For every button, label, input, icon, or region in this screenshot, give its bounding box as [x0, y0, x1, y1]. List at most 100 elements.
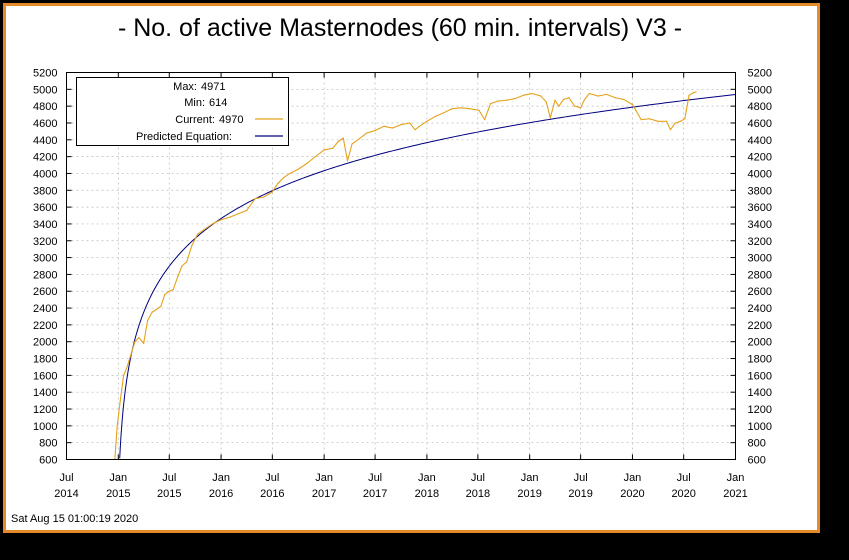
y-tick-label-left: 3000	[33, 253, 57, 265]
x-tick-label-month: Jul	[677, 472, 691, 484]
legend-predicted-label: Predicted Equation:	[136, 131, 232, 143]
x-tick-label-month: Jan	[212, 472, 230, 484]
y-tick-label-right: 1400	[748, 387, 772, 399]
series-point-current	[323, 149, 325, 151]
series-point-current	[531, 92, 533, 95]
series-point-current	[522, 94, 525, 96]
series-point-current	[297, 168, 299, 170]
series-point-current	[177, 275, 179, 277]
series-point-current	[126, 366, 128, 368]
y-tick-label-right: 3800	[748, 185, 772, 197]
y-tick-label-left: 800	[39, 438, 57, 450]
series-point-current	[181, 265, 183, 267]
y-tick-label-right: 3600	[748, 202, 772, 214]
series-point-current	[246, 209, 248, 212]
y-tick-label-left: 5200	[33, 68, 57, 80]
y-tick-label-right: 800	[748, 438, 766, 450]
y-tick-label-right: 2400	[748, 303, 772, 315]
y-tick-label-right: 1000	[748, 421, 772, 433]
series-point-current	[229, 216, 231, 218]
series-point-current	[346, 160, 349, 162]
legend-box	[76, 77, 289, 146]
series-point-current	[263, 196, 265, 198]
series-point-current	[357, 139, 359, 141]
series-point-current	[123, 374, 125, 376]
series-point-current	[342, 137, 344, 139]
series-point-current	[237, 213, 239, 215]
y-tick-label-right: 2000	[748, 337, 772, 349]
y-tick-label-left: 3800	[33, 185, 57, 197]
x-tick-label-year: 2018	[466, 488, 490, 500]
x-tick-label-month: Jan	[418, 472, 436, 484]
series-point-current	[168, 290, 170, 292]
predicted-equation-line	[119, 93, 736, 459]
series-point-current	[451, 108, 453, 110]
series-point-current	[545, 101, 547, 103]
x-tick-label-month: Jul	[265, 472, 279, 484]
series-point-current	[640, 119, 642, 121]
series-point-current	[366, 132, 368, 134]
series-point-current	[580, 107, 582, 109]
y-tick-label-right: 4200	[748, 152, 772, 164]
series-point-current	[306, 162, 308, 164]
x-tick-label-year: 2017	[312, 488, 336, 500]
y-tick-label-right: 1600	[748, 370, 772, 382]
series-point-current	[151, 311, 153, 313]
series-layer	[114, 91, 736, 459]
legend-current-value: 4970	[219, 114, 243, 126]
series-point-current	[409, 122, 411, 124]
x-tick-label-month: Jan	[315, 472, 333, 484]
y-tick-label-right: 5000	[748, 84, 772, 96]
series-point-current	[314, 156, 316, 158]
x-tick-label-month: Jul	[574, 472, 588, 484]
series-point-current	[442, 112, 445, 114]
series-point-current	[514, 97, 516, 100]
y-tick-label-right: 4600	[748, 118, 772, 130]
y-axis-right: 600 800 1000 1200 1400 1600 1800 2000 2200 2400 26…	[730, 68, 772, 467]
series-point-current	[688, 94, 690, 96]
series-point-current	[484, 119, 486, 121]
x-tick-label-month: Jul	[162, 472, 176, 484]
y-tick-label-left: 2000	[33, 337, 57, 349]
series-point-current	[186, 261, 188, 263]
series-point-current	[549, 117, 551, 119]
series-point-current	[489, 103, 492, 105]
legend: Max: 4971 Min: 614 Current: 4970 Predict…	[76, 77, 289, 146]
x-tick-label-month: Jan	[727, 472, 745, 484]
x-tick-label-year: 2017	[363, 488, 387, 500]
series-point-current	[155, 309, 157, 311]
series-point-current	[695, 91, 697, 93]
series-point-current	[146, 320, 149, 322]
series-point-current	[679, 120, 682, 122]
series-point-current	[254, 198, 256, 200]
series-point-current	[332, 147, 334, 149]
series-point-current	[138, 336, 140, 339]
x-tick-label-month: Jan	[624, 472, 642, 484]
y-tick-label-left: 4000	[33, 168, 57, 180]
y-tick-label-right: 3000	[748, 253, 772, 265]
x-tick-label-year: 2020	[620, 488, 644, 500]
x-axis: Jul 2014 Jan 2015 Jul 2015 Jan 2016 Jul 2016 Jan 20…	[54, 72, 748, 500]
series-point-current	[684, 118, 686, 120]
x-tick-label-month: Jul	[471, 472, 485, 484]
x-tick-label-year: 2020	[671, 488, 695, 500]
series-point-current	[474, 108, 476, 111]
series-point-current	[657, 120, 659, 122]
series-group	[114, 91, 736, 459]
y-tick-label-right: 2600	[748, 286, 772, 298]
series-point-current	[119, 400, 121, 402]
x-tick-label-year: 2015	[106, 488, 130, 500]
y-tick-label-left: 1800	[33, 354, 57, 366]
series-point-current	[623, 98, 625, 101]
series-point-current	[289, 172, 291, 175]
series-point-current	[282, 177, 285, 179]
x-tick-label-month: Jan	[521, 472, 539, 484]
y-tick-label-left: 3200	[33, 236, 57, 248]
x-tick-label-month: Jul	[59, 472, 73, 484]
y-tick-label-right: 4800	[748, 101, 772, 113]
series-point-current	[197, 233, 199, 235]
x-tick-label-year: 2014	[54, 488, 78, 500]
series-point-current	[669, 129, 672, 131]
series-point-current	[562, 98, 565, 101]
y-tick-label-left: 4400	[33, 135, 57, 147]
